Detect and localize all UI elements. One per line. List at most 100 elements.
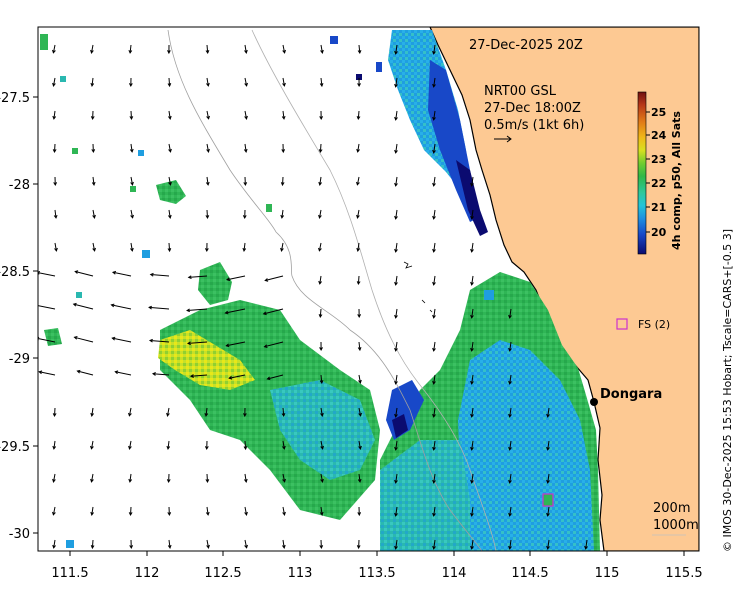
- current-vector: [433, 242, 436, 252]
- current-vector-head: [546, 479, 550, 484]
- current-vector-head: [244, 49, 248, 54]
- current-vector: [509, 539, 512, 549]
- lon-tick: 115.5: [665, 566, 702, 581]
- current-vector: [433, 440, 436, 450]
- current-vector: [585, 539, 588, 549]
- current-vector: [112, 271, 132, 277]
- current-vector-head: [394, 215, 398, 220]
- current-vector-head: [320, 49, 324, 54]
- mooring-marker: [542, 493, 554, 507]
- vector-scale-label: 0.5m/s (1kt 6h): [484, 118, 584, 133]
- current-vector: [395, 473, 398, 483]
- current-vector-head: [318, 214, 322, 219]
- current-vector: [395, 77, 398, 87]
- current-vector: [395, 209, 398, 219]
- current-vector-head: [356, 247, 360, 252]
- lat-tick: -30: [9, 527, 30, 542]
- current-vector-head: [432, 215, 436, 220]
- current-vector-head: [128, 445, 132, 450]
- current-vector: [433, 308, 436, 318]
- current-vector: [244, 506, 247, 515]
- current-vector: [91, 506, 94, 515]
- current-vector: [91, 407, 94, 416]
- longitude-axis: 111.5 112 112.5 113 113.5 114 114.5 115 …: [51, 551, 703, 581]
- current-vector-head: [432, 545, 436, 550]
- current-vector: [357, 209, 360, 218]
- current-vector-head: [282, 82, 286, 87]
- current-vector-head: [282, 544, 286, 549]
- current-vector: [229, 374, 246, 379]
- current-vector-head: [244, 478, 248, 483]
- current-vector: [206, 77, 209, 86]
- current-vector: [187, 308, 208, 311]
- current-vector-head: [168, 214, 172, 219]
- current-vector: [130, 143, 133, 152]
- current-vector-head: [508, 545, 512, 550]
- current-vector: [281, 242, 284, 251]
- current-vector-head: [90, 478, 94, 483]
- current-vector: [130, 506, 132, 516]
- current-vector-head: [546, 413, 550, 418]
- current-vector: [244, 473, 247, 482]
- town-marker: [590, 398, 598, 406]
- current-vector: [91, 539, 94, 549]
- colorbar-tick: 24: [651, 129, 667, 142]
- current-vector: [52, 506, 56, 515]
- current-vector: [206, 473, 208, 483]
- current-vector-head: [228, 375, 233, 380]
- current-vector-head: [320, 478, 324, 483]
- current-vector: [320, 506, 323, 515]
- current-vector: [433, 209, 436, 219]
- current-vector: [54, 209, 57, 218]
- current-vector: [319, 308, 322, 318]
- current-vector-head: [508, 512, 512, 517]
- current-vector: [395, 44, 398, 54]
- current-vector-head: [204, 413, 209, 417]
- current-vector-head: [357, 512, 362, 517]
- current-vector-head: [356, 148, 360, 153]
- current-vector-head: [432, 413, 436, 418]
- current-vector-head: [280, 182, 285, 187]
- current-vector: [509, 308, 512, 318]
- current-vector-head: [244, 544, 248, 549]
- vector-scale-arrow: [494, 135, 512, 143]
- current-vector-head: [470, 215, 474, 220]
- current-vector-head: [357, 83, 361, 88]
- current-vector-head: [242, 247, 247, 252]
- current-vector: [167, 440, 170, 449]
- current-vector-head: [357, 347, 362, 352]
- lat-tick: -29: [9, 352, 30, 367]
- current-vector: [129, 44, 132, 53]
- current-vector: [471, 209, 474, 219]
- current-vector: [358, 44, 361, 54]
- current-vector: [433, 374, 436, 384]
- current-vector-head: [281, 116, 286, 120]
- current-vector: [282, 407, 285, 417]
- current-vector: [149, 340, 170, 343]
- current-vector-head: [356, 281, 361, 286]
- lon-tick: 114.5: [511, 566, 548, 581]
- current-vector-head: [243, 148, 248, 153]
- current-vector-head: [318, 280, 322, 285]
- current-vector: [226, 341, 246, 347]
- current-vector: [265, 275, 284, 281]
- current-vector: [75, 271, 94, 277]
- current-vector: [471, 539, 474, 549]
- current-vector-head: [130, 181, 134, 186]
- site-marker: [616, 318, 628, 330]
- current-vector-head: [167, 83, 172, 88]
- current-vector-head: [206, 148, 210, 153]
- current-vector-head: [91, 181, 96, 186]
- current-vector-head: [130, 247, 134, 252]
- current-vector-head: [394, 413, 398, 418]
- current-vector-head: [432, 281, 436, 286]
- current-vector: [471, 176, 474, 186]
- current-vector: [319, 176, 322, 185]
- current-vector-head: [319, 545, 324, 550]
- current-vector-head: [149, 272, 154, 277]
- current-vector-head: [264, 278, 269, 282]
- current-vector: [39, 371, 56, 376]
- current-vector: [115, 371, 132, 376]
- current-vector: [130, 176, 133, 185]
- current-vector-head: [282, 511, 286, 516]
